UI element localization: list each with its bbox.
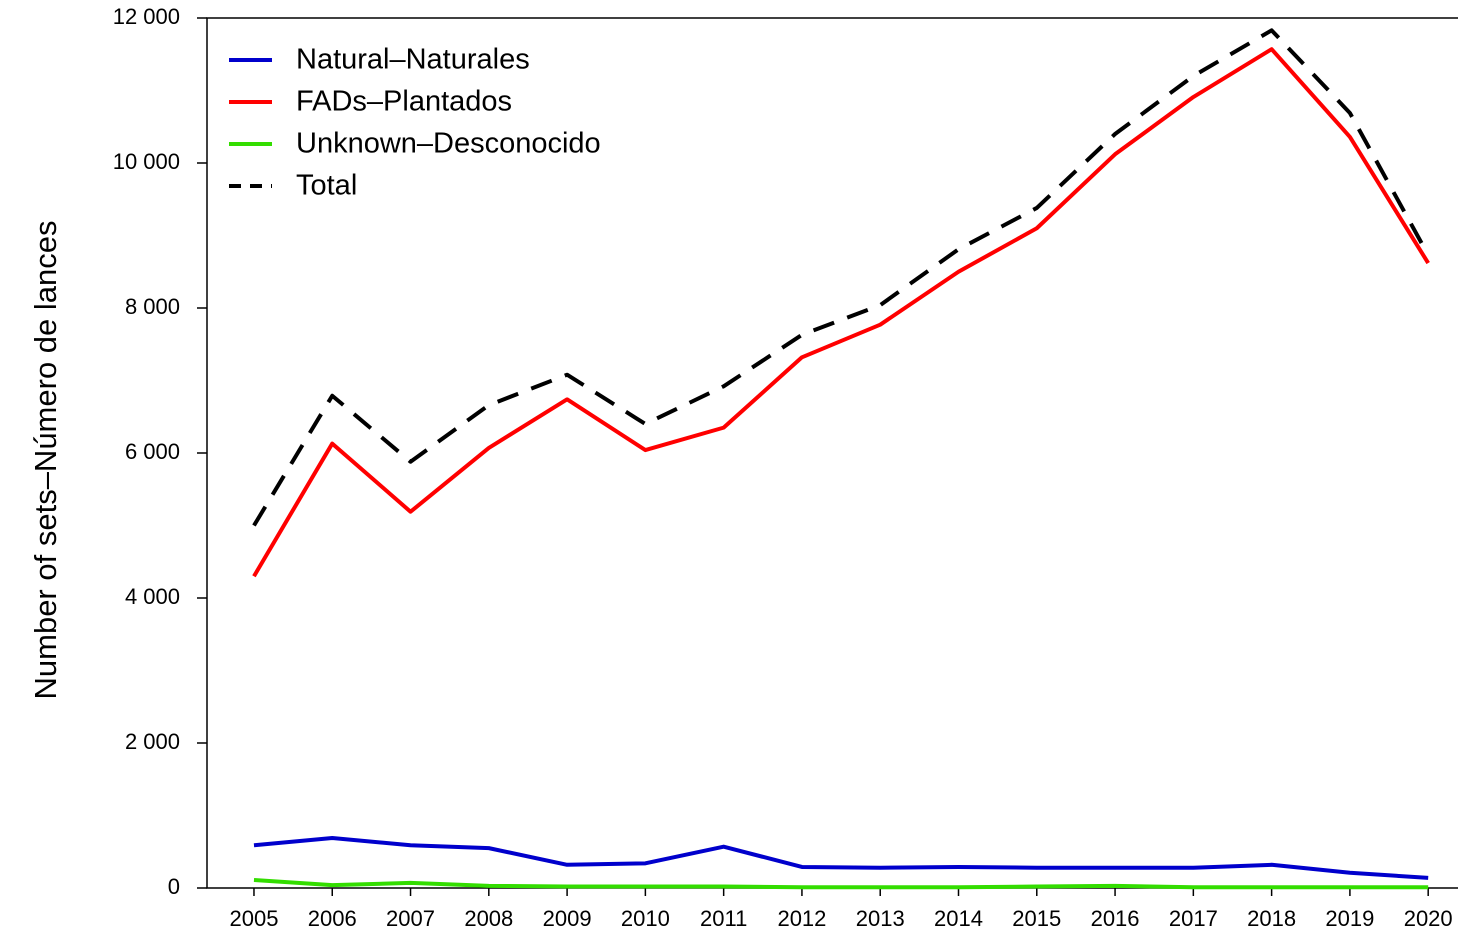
x-tick-label: 2018 xyxy=(1247,906,1296,931)
x-tick-label: 2007 xyxy=(386,906,435,931)
legend: Natural–Naturales FADs–Plantados Unknown–D… xyxy=(229,44,601,202)
x-tick-label: 2016 xyxy=(1091,906,1140,931)
x-tick-label: 2010 xyxy=(621,906,670,931)
x-tick-label: 2015 xyxy=(1012,906,1061,931)
x-tick-label: 2012 xyxy=(777,906,826,931)
y-axis-label: Number of sets–Número de lances xyxy=(28,220,63,699)
y-tick-label: 10 000 xyxy=(113,149,180,174)
legend-label: Total xyxy=(296,170,357,202)
x-tick-label: 2014 xyxy=(934,906,983,931)
x-tick-label: 2011 xyxy=(700,906,747,931)
y-tick-label: 0 xyxy=(168,874,180,899)
y-tick-label: 6 000 xyxy=(125,439,180,464)
series-line xyxy=(253,835,1429,880)
x-tick-label: 2006 xyxy=(308,906,357,931)
y-tick-label: 4 000 xyxy=(125,584,180,609)
y-tick-label: 12 000 xyxy=(113,4,180,29)
x-tick-label: 2013 xyxy=(856,906,905,931)
x-tick-label: 2020 xyxy=(1404,906,1453,931)
legend-label: Natural–Naturales xyxy=(296,44,530,76)
x-tick-label: 2019 xyxy=(1325,906,1374,931)
series-line xyxy=(252,47,1430,578)
y-tick-label: 8 000 xyxy=(125,294,180,319)
legend-label: Unknown–Desconocido xyxy=(296,128,601,160)
x-tick-label: 2017 xyxy=(1169,906,1218,931)
series-line xyxy=(252,28,1430,527)
x-tick-label: 2008 xyxy=(464,906,513,931)
y-tick-label: 2 000 xyxy=(125,729,180,754)
series-line xyxy=(253,878,1429,890)
legend-label: FADs–Plantados xyxy=(296,86,512,118)
x-tick-label: 2009 xyxy=(543,906,592,931)
x-tick-label: 2005 xyxy=(229,906,278,931)
